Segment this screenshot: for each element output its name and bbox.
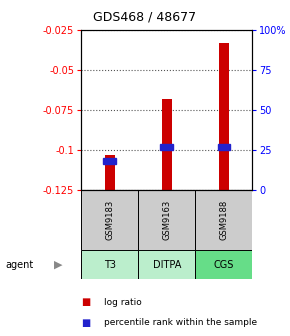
Bar — [81, 190, 138, 250]
Bar — [104, 158, 116, 164]
Bar — [162, 99, 172, 190]
Text: T3: T3 — [104, 260, 116, 269]
Text: GDS468 / 48677: GDS468 / 48677 — [93, 10, 197, 23]
Bar — [81, 250, 138, 279]
Bar — [219, 43, 229, 190]
Bar — [138, 190, 195, 250]
Text: agent: agent — [6, 260, 34, 269]
Text: ▶: ▶ — [54, 260, 62, 269]
Bar — [218, 143, 230, 150]
Text: DITPA: DITPA — [153, 260, 181, 269]
Text: ■: ■ — [81, 297, 90, 307]
Bar — [195, 190, 252, 250]
Text: GSM9183: GSM9183 — [105, 200, 114, 240]
Text: log ratio: log ratio — [104, 298, 142, 307]
Text: GSM9163: GSM9163 — [162, 200, 171, 240]
Text: CGS: CGS — [214, 260, 234, 269]
Text: GSM9188: GSM9188 — [219, 200, 228, 240]
Bar — [160, 143, 173, 150]
Text: ■: ■ — [81, 318, 90, 328]
Bar — [138, 250, 195, 279]
Text: percentile rank within the sample: percentile rank within the sample — [104, 318, 258, 327]
Bar — [105, 155, 115, 190]
Bar — [195, 250, 252, 279]
